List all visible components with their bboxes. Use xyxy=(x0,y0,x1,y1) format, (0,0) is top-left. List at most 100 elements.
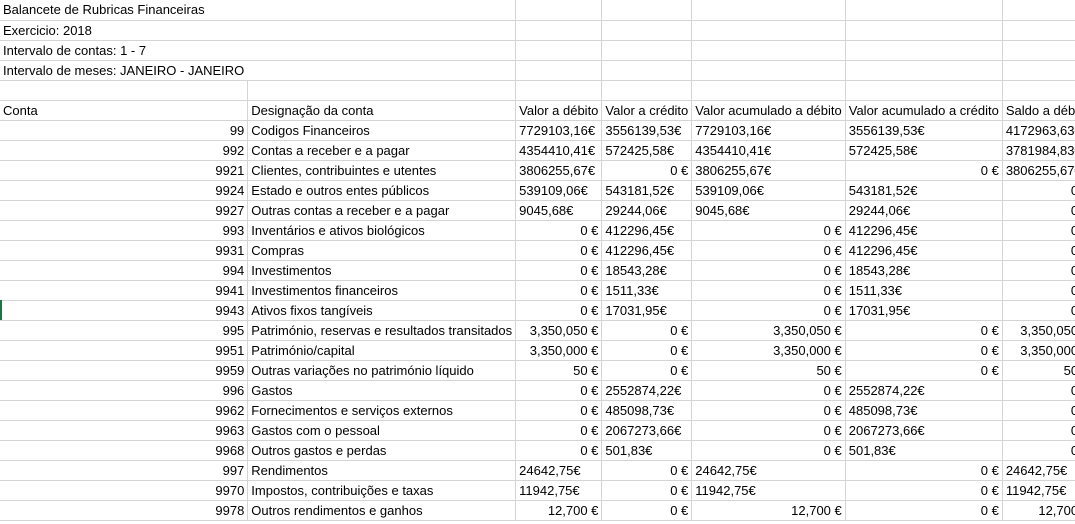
value-cell[interactable]: 29244,06€ xyxy=(845,200,1003,221)
value-cell[interactable]: 0 € xyxy=(845,340,1003,361)
account-name-cell[interactable]: Património, reservas e resultados transi… xyxy=(247,320,517,341)
value-cell[interactable]: 12,700 € xyxy=(1002,500,1075,521)
value-cell[interactable]: 0 € xyxy=(515,380,603,401)
value-cell[interactable]: 7729103,16€ xyxy=(691,120,846,141)
value-cell[interactable]: 0 € xyxy=(515,240,603,261)
value-cell[interactable]: 0 € xyxy=(691,240,846,261)
value-cell[interactable]: 539109,06€ xyxy=(691,180,846,201)
value-cell[interactable]: 0 € xyxy=(1002,200,1075,221)
value-cell[interactable]: 50 € xyxy=(691,360,846,381)
value-cell[interactable]: 7729103,16€ xyxy=(515,120,603,141)
account-name-cell[interactable]: Investimentos financeiros xyxy=(247,280,517,301)
value-cell[interactable]: 0 € xyxy=(1002,260,1075,281)
value-cell[interactable]: 0 € xyxy=(515,260,603,281)
value-cell[interactable]: 0 € xyxy=(601,360,693,381)
value-cell[interactable]: 0 € xyxy=(1002,300,1075,321)
value-cell[interactable]: 0 € xyxy=(515,300,603,321)
value-cell[interactable]: 485098,73€ xyxy=(845,400,1003,421)
header-cell[interactable]: Conta xyxy=(0,100,249,121)
account-code-cell[interactable]: 9951 xyxy=(0,340,249,361)
value-cell[interactable]: 485098,73€ xyxy=(601,400,693,421)
value-cell[interactable]: 501,83€ xyxy=(845,440,1003,461)
value-cell[interactable]: 0 € xyxy=(1002,240,1075,261)
account-name-cell[interactable]: Ativos fixos tangíveis xyxy=(247,300,517,321)
account-code-cell[interactable]: 995 xyxy=(0,320,249,341)
account-code-cell[interactable]: 9941 xyxy=(0,280,249,301)
value-cell[interactable]: 0 € xyxy=(691,280,846,301)
value-cell[interactable]: 0 € xyxy=(601,460,693,481)
account-code-cell[interactable]: 9963 xyxy=(0,420,249,441)
value-cell[interactable]: 50 € xyxy=(515,360,603,381)
value-cell[interactable]: 9045,68€ xyxy=(691,200,846,221)
value-cell[interactable]: 0 € xyxy=(1002,400,1075,421)
account-name-cell[interactable]: Compras xyxy=(247,240,517,261)
account-code-cell[interactable]: 99 xyxy=(0,120,249,141)
value-cell[interactable]: 0 € xyxy=(1002,440,1075,461)
value-cell[interactable]: 0 € xyxy=(1002,380,1075,401)
intervalo-meses-cell[interactable]: Intervalo de meses: JANEIRO - JANEIRO xyxy=(0,60,248,81)
value-cell[interactable]: 3806255,67€ xyxy=(691,160,846,181)
value-cell[interactable]: 539109,06€ xyxy=(515,180,603,201)
value-cell[interactable]: 0 € xyxy=(601,340,693,361)
header-cell[interactable]: Valor acumulado a débito xyxy=(691,100,846,121)
report-title-cell[interactable]: Balancete de Rubricas Financeiras xyxy=(0,0,248,21)
value-cell[interactable]: 18543,28€ xyxy=(845,260,1003,281)
account-code-cell[interactable]: 9970 xyxy=(0,480,249,501)
account-code-cell[interactable]: 994 xyxy=(0,260,249,281)
value-cell[interactable]: 2067273,66€ xyxy=(845,420,1003,441)
value-cell[interactable]: 0 € xyxy=(691,300,846,321)
value-cell[interactable]: 3556139,53€ xyxy=(601,120,693,141)
value-cell[interactable]: 11942,75€ xyxy=(691,480,846,501)
value-cell[interactable]: 0 € xyxy=(515,220,603,241)
account-code-cell[interactable]: 9959 xyxy=(0,360,249,381)
value-cell[interactable]: 501,83€ xyxy=(601,440,693,461)
value-cell[interactable]: 0 € xyxy=(845,160,1003,181)
account-code-cell[interactable]: 9978 xyxy=(0,500,249,521)
value-cell[interactable]: 0 € xyxy=(1002,420,1075,441)
value-cell[interactable]: 18543,28€ xyxy=(601,260,693,281)
value-cell[interactable]: 12,700 € xyxy=(515,500,603,521)
value-cell[interactable]: 572425,58€ xyxy=(845,140,1003,161)
value-cell[interactable]: 0 € xyxy=(691,260,846,281)
value-cell[interactable]: 29244,06€ xyxy=(601,200,693,221)
account-name-cell[interactable]: Rendimentos xyxy=(247,460,517,481)
value-cell[interactable]: 3,350,050 € xyxy=(515,320,603,341)
account-name-cell[interactable]: Outras variações no património líquido xyxy=(247,360,517,381)
value-cell[interactable]: 3,350,000 € xyxy=(691,340,846,361)
value-cell[interactable]: 572425,58€ xyxy=(601,140,693,161)
value-cell[interactable]: 1511,33€ xyxy=(845,280,1003,301)
value-cell[interactable]: 543181,52€ xyxy=(601,180,693,201)
value-cell[interactable]: 0 € xyxy=(1002,280,1075,301)
value-cell[interactable]: 0 € xyxy=(845,320,1003,341)
value-cell[interactable]: 4354410,41€ xyxy=(515,140,603,161)
value-cell[interactable]: 0 € xyxy=(845,360,1003,381)
value-cell[interactable]: 0 € xyxy=(845,460,1003,481)
value-cell[interactable]: 543181,52€ xyxy=(845,180,1003,201)
value-cell[interactable]: 4354410,41€ xyxy=(691,140,846,161)
value-cell[interactable]: 4172963,63€ xyxy=(1002,120,1075,141)
value-cell[interactable]: 0 € xyxy=(1002,220,1075,241)
exercicio-cell[interactable]: Exercicio: 2018 xyxy=(0,20,248,41)
account-name-cell[interactable]: Gastos com o pessoal xyxy=(247,420,517,441)
account-code-cell[interactable]: 9921 xyxy=(0,160,249,181)
account-name-cell[interactable]: Património/capital xyxy=(247,340,517,361)
value-cell[interactable]: 0 € xyxy=(515,420,603,441)
value-cell[interactable]: 3,350,000 € xyxy=(1002,340,1075,361)
header-cell[interactable]: Saldo a débito xyxy=(1002,100,1075,121)
account-name-cell[interactable]: Investimentos xyxy=(247,260,517,281)
value-cell[interactable]: 412296,45€ xyxy=(601,220,693,241)
account-name-cell[interactable]: Clientes, contribuintes e utentes xyxy=(247,160,517,181)
value-cell[interactable]: 3,350,050 € xyxy=(691,320,846,341)
value-cell[interactable]: 3,350,050 € xyxy=(1002,320,1075,341)
account-name-cell[interactable]: Fornecimentos e serviços externos xyxy=(247,400,517,421)
value-cell[interactable]: 0 € xyxy=(601,480,693,501)
header-cell[interactable]: Designação da conta xyxy=(247,100,517,121)
value-cell[interactable]: 17031,95€ xyxy=(601,300,693,321)
value-cell[interactable]: 0 € xyxy=(845,500,1003,521)
account-name-cell[interactable]: Codigos Financeiros xyxy=(247,120,517,141)
header-cell[interactable]: Valor acumulado a crédito xyxy=(845,100,1003,121)
value-cell[interactable]: 11942,75€ xyxy=(1002,480,1075,501)
value-cell[interactable]: 24642,75€ xyxy=(1002,460,1075,481)
account-name-cell[interactable]: Estado e outros entes públicos xyxy=(247,180,517,201)
value-cell[interactable]: 412296,45€ xyxy=(845,240,1003,261)
